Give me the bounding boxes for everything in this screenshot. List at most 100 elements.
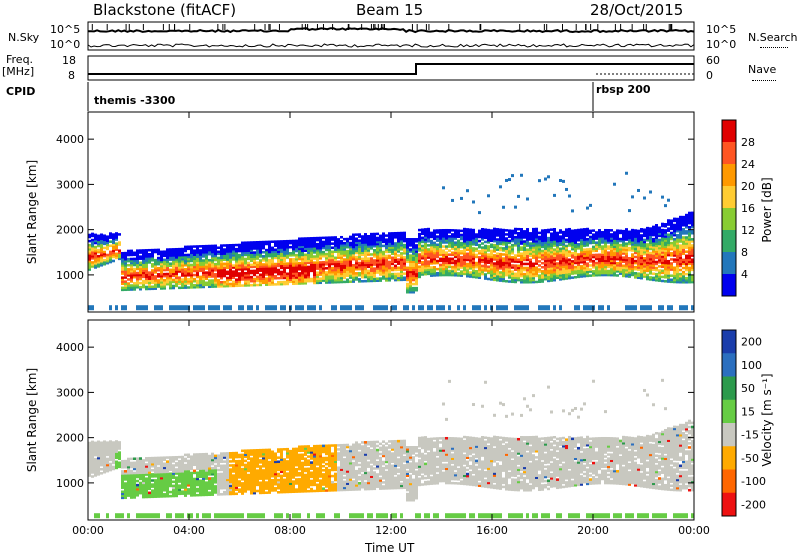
heatmap-cell — [91, 475, 94, 478]
heatmap-cell — [175, 456, 178, 459]
heatmap-cell — [199, 305, 202, 310]
heatmap-cell — [454, 260, 457, 263]
heatmap-cell — [391, 267, 394, 270]
heatmap-cell — [490, 229, 493, 232]
heatmap-cell — [397, 266, 400, 269]
heatmap-cell — [295, 254, 298, 257]
heatmap-cell — [172, 285, 175, 288]
heatmap-cell — [379, 277, 382, 280]
heatmap-cell — [427, 248, 430, 251]
heatmap-cell — [589, 274, 592, 277]
heatmap-cell — [517, 265, 520, 268]
heatmap-cell — [184, 464, 187, 467]
heatmap-cell — [232, 244, 235, 247]
heatmap-cell — [409, 248, 412, 251]
heatmap-cell — [274, 283, 277, 286]
heatmap-cell — [346, 305, 349, 310]
heatmap-cell — [145, 286, 148, 289]
heatmap-cell — [376, 233, 379, 236]
heatmap-cell — [151, 269, 154, 272]
heatmap-cell — [610, 233, 613, 236]
heatmap-cell — [580, 265, 583, 268]
heatmap-cell — [250, 276, 253, 279]
heatmap-cell — [238, 305, 241, 310]
heatmap-cell — [460, 197, 463, 200]
heatmap-cell — [562, 180, 565, 183]
heatmap-cell — [517, 195, 520, 198]
heatmap-cell — [553, 305, 556, 310]
heatmap-cell — [226, 277, 229, 280]
heatmap-cell — [439, 229, 442, 232]
heatmap-cell — [271, 305, 274, 310]
heatmap-cell — [544, 229, 547, 232]
heatmap-cell — [238, 254, 241, 257]
heatmap-cell — [439, 258, 442, 261]
heatmap-cell — [520, 174, 523, 177]
heatmap-cell — [634, 272, 637, 275]
heatmap-cell — [172, 248, 175, 251]
heatmap-cell — [100, 468, 103, 471]
heatmap-cell — [682, 236, 685, 239]
heatmap-cell — [595, 254, 598, 257]
heatmap-cell — [346, 278, 349, 281]
heatmap-cell — [118, 451, 121, 454]
heatmap-cell — [184, 268, 187, 271]
heatmap-cell — [265, 305, 268, 310]
heatmap-cell — [589, 230, 592, 233]
heatmap-cell — [502, 229, 505, 232]
nsky-panel — [88, 22, 694, 50]
heatmap-cell — [391, 273, 394, 276]
heatmap-cell — [139, 305, 142, 310]
heatmap-cell — [511, 244, 514, 247]
heatmap-cell — [670, 305, 673, 310]
heatmap-cell — [451, 229, 454, 232]
heatmap-cell — [184, 246, 187, 249]
heatmap-cell — [508, 240, 511, 243]
heatmap-cell — [598, 229, 601, 232]
heatmap-cell — [559, 235, 562, 238]
heatmap-cell — [679, 216, 682, 219]
heatmap-cell — [355, 237, 358, 240]
heatmap-cell — [148, 249, 151, 252]
heatmap-cell — [559, 305, 562, 310]
heatmap-cell — [541, 266, 544, 269]
heatmap-cell — [484, 228, 487, 231]
heatmap-cell — [544, 178, 547, 181]
heatmap-cell — [310, 237, 313, 240]
heatmap-cell — [190, 245, 193, 248]
heatmap-cell — [280, 305, 283, 310]
heatmap-cell — [247, 262, 250, 265]
heatmap-cell — [595, 231, 598, 234]
heatmap-cell — [91, 239, 94, 242]
heatmap-cell — [154, 259, 157, 262]
heatmap-cell — [643, 197, 646, 200]
heatmap-cell — [364, 280, 367, 283]
heatmap-cell — [649, 276, 652, 279]
heatmap-cell — [205, 271, 208, 274]
heatmap-cell — [634, 229, 637, 232]
heatmap-cell — [685, 255, 688, 258]
heatmap-cell — [265, 249, 268, 252]
heatmap-cell — [166, 513, 169, 518]
heatmap-cell — [382, 245, 385, 248]
heatmap-cell — [109, 305, 112, 310]
heatmap-cell — [427, 305, 430, 310]
heatmap-cell — [214, 305, 217, 310]
heatmap-cell — [682, 305, 685, 310]
heatmap-cell — [589, 236, 592, 239]
heatmap-cell — [349, 305, 352, 310]
heatmap-cell — [628, 247, 631, 250]
heatmap-cell — [634, 305, 637, 310]
heatmap-cell — [103, 440, 106, 443]
heatmap-cell — [280, 240, 283, 243]
heatmap-cell — [169, 305, 172, 310]
heatmap-cell — [109, 245, 112, 248]
heatmap-cell — [109, 251, 112, 254]
heatmap-cell — [472, 229, 475, 232]
heatmap-cell — [472, 305, 475, 310]
heatmap-cell — [508, 178, 511, 181]
heatmap-cell — [496, 228, 499, 231]
heatmap-cell — [109, 440, 112, 443]
heatmap-cell — [649, 305, 652, 310]
